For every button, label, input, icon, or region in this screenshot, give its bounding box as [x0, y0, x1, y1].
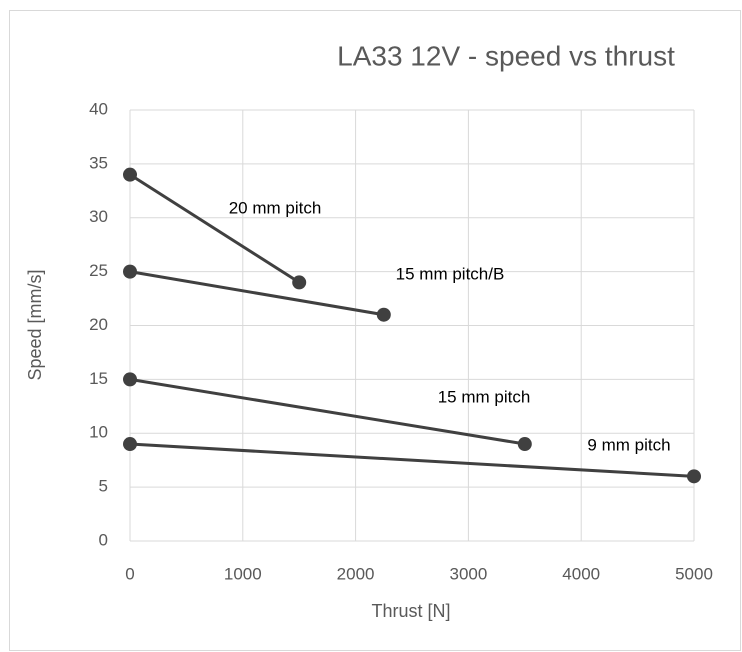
- y-tick-label: 5: [99, 477, 108, 496]
- x-tick-label: 4000: [562, 564, 600, 583]
- chart-frame: [9, 10, 741, 651]
- y-tick-label: 30: [89, 207, 108, 226]
- y-tick-label: 40: [89, 99, 108, 118]
- series-label: 15 mm pitch: [438, 387, 531, 406]
- data-point: [123, 264, 137, 279]
- series-label: 15 mm pitch/B: [396, 264, 505, 283]
- y-tick-label: 35: [89, 153, 108, 172]
- y-tick-label: 20: [89, 315, 108, 334]
- data-point: [517, 437, 532, 452]
- data-point: [376, 307, 391, 322]
- data-point: [123, 437, 137, 452]
- x-tick-label: 3000: [449, 564, 487, 583]
- x-tick-label: 1000: [224, 564, 262, 583]
- x-tick-label: 2000: [337, 564, 375, 583]
- series-label: 9 mm pitch: [587, 435, 670, 454]
- data-point: [687, 469, 701, 484]
- y-tick-label: 10: [89, 423, 108, 442]
- x-tick-label: 5000: [675, 564, 713, 583]
- data-point: [123, 372, 137, 387]
- series-label: 20 mm pitch: [229, 198, 322, 217]
- series-line: [129, 377, 526, 446]
- chart-title: LA33 12V - speed vs thrust: [337, 40, 675, 71]
- series-line: [129, 173, 301, 284]
- y-tick-label: 15: [89, 369, 108, 388]
- x-tick-label: 0: [125, 564, 134, 583]
- x-axis-title: Thrust [N]: [371, 601, 450, 621]
- data-point: [292, 275, 307, 290]
- series-line: [129, 270, 385, 317]
- series-line: [129, 442, 695, 478]
- y-axis-title: Speed [mm/s]: [25, 269, 45, 380]
- y-tick-label: 25: [89, 261, 108, 280]
- data-point: [123, 167, 137, 182]
- y-tick-label: 0: [99, 530, 108, 549]
